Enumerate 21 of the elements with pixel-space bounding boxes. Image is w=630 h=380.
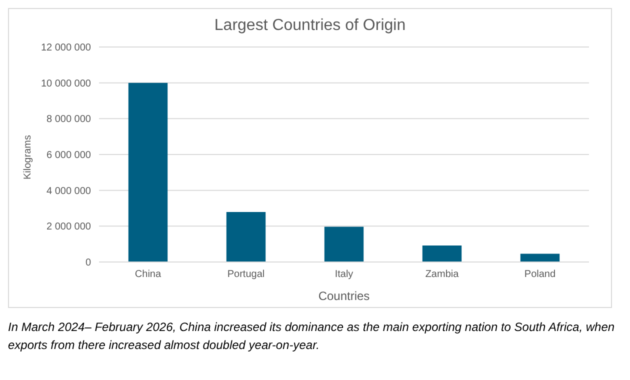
- y-axis-title: Kilograms: [22, 135, 34, 180]
- text: In March 2024– February 2026, China increased its dominance as the main exporting nation to South Africa, when exports from there increased almost doubled year-on-year.: [8, 319, 616, 354]
- y-tick-label: 12 000 000: [40, 42, 92, 54]
- y-tick-label: 8 000 000: [46, 114, 92, 126]
- bar: [422, 246, 462, 262]
- x-axis-title: Countries: [318, 289, 370, 303]
- y-tick-label: 4 000 000: [46, 186, 92, 197]
- y-tick-label: 2 000 000: [46, 222, 92, 233]
- x-tick-label: Zambia: [425, 269, 460, 280]
- x-tick-label: Poland: [524, 269, 556, 280]
- x-tick-label: China: [134, 269, 162, 280]
- y-tick-label: 6 000 000: [46, 150, 92, 162]
- bar: [520, 254, 560, 262]
- bar: [128, 82, 168, 262]
- bar: [226, 212, 266, 262]
- y-tick-label: 10 000 000: [40, 78, 92, 90]
- bar: [324, 226, 364, 262]
- x-tick-label: Portugal: [227, 269, 265, 280]
- x-tick-label: Italy: [334, 269, 354, 280]
- chart-title: Largest Countries of Origin: [213, 17, 407, 35]
- y-tick-label: 0: [85, 258, 92, 269]
